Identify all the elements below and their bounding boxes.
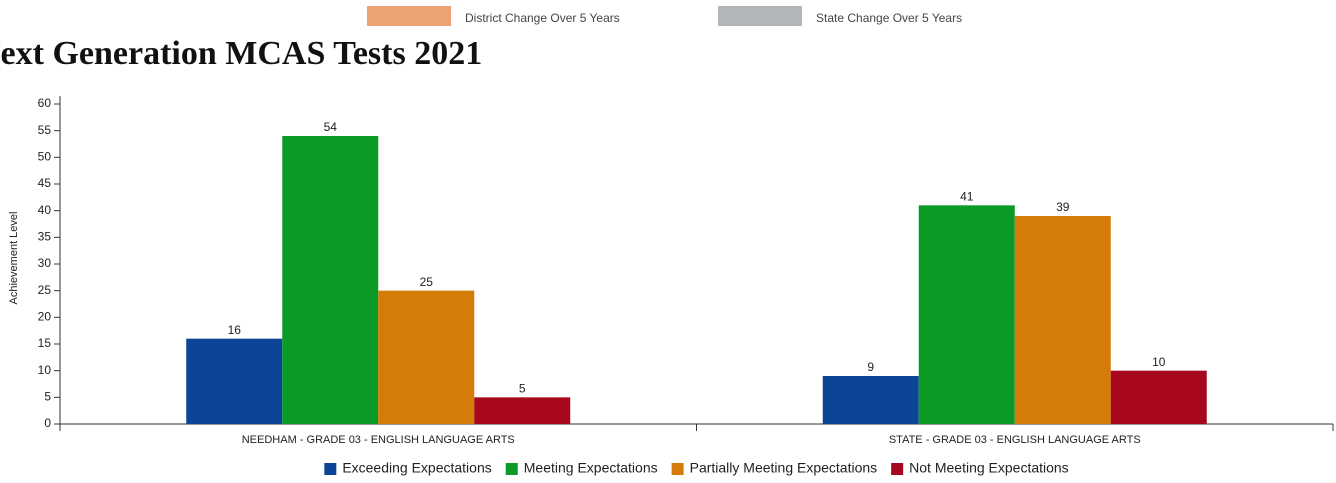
legend-swatch — [505, 463, 518, 475]
legend-swatch — [367, 6, 451, 26]
legend-label: Exceeding Expectations — [342, 460, 491, 476]
value-label: 25 — [420, 275, 434, 289]
value-label: 10 — [1152, 355, 1166, 369]
legend-swatch — [891, 463, 904, 475]
y-tick-label: 30 — [38, 256, 52, 270]
legend-label: Partially Meeting Expectations — [690, 460, 878, 476]
bar — [186, 338, 283, 424]
bar — [822, 376, 919, 424]
legend-label: Not Meeting Expectations — [909, 460, 1069, 476]
x-tick-label: NEEDHAM - GRADE 03 - ENGLISH LANGUAGE AR… — [242, 434, 515, 446]
value-label: 16 — [228, 323, 242, 337]
y-tick-label: 25 — [38, 283, 52, 297]
legend-label: Meeting Expectations — [524, 460, 658, 476]
value-label: 54 — [324, 120, 338, 134]
bar — [282, 136, 379, 424]
y-tick-label: 35 — [38, 230, 52, 244]
y-axis-label: Achievement Level — [8, 212, 20, 305]
legend-swatch — [671, 463, 684, 475]
value-label: 39 — [1056, 200, 1070, 214]
y-tick-label: 0 — [44, 416, 51, 430]
y-tick-label: 15 — [38, 336, 52, 350]
y-tick-label: 5 — [44, 390, 51, 404]
y-tick-label: 40 — [38, 203, 52, 217]
value-label: 5 — [519, 382, 526, 396]
legend-swatch — [324, 463, 337, 475]
bar — [1014, 216, 1111, 424]
legend-label: State Change Over 5 Years — [816, 11, 962, 25]
y-tick-label: 60 — [38, 96, 52, 110]
y-tick-label: 50 — [38, 150, 52, 164]
x-tick-label: STATE - GRADE 03 - ENGLISH LANGUAGE ARTS — [889, 434, 1141, 446]
bar — [1110, 370, 1207, 424]
legend-swatch — [718, 6, 802, 26]
bar — [918, 205, 1015, 424]
value-label: 9 — [867, 360, 874, 374]
chart-title: Next Generation MCAS Tests 2021 — [0, 35, 482, 72]
bar — [378, 290, 475, 424]
bar — [474, 397, 571, 424]
value-label: 41 — [960, 190, 974, 204]
y-tick-label: 20 — [38, 310, 52, 324]
y-tick-label: 45 — [38, 176, 52, 190]
y-tick-label: 10 — [38, 363, 52, 377]
y-tick-label: 55 — [38, 123, 52, 137]
legend-label: District Change Over 5 Years — [465, 11, 620, 25]
